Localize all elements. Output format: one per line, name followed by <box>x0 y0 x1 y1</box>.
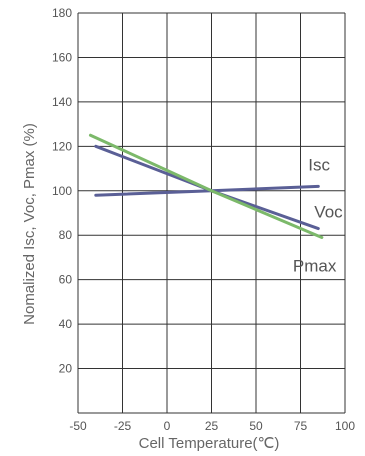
y-tick-label: 60 <box>59 273 73 287</box>
series-line-pmax <box>88 133 324 239</box>
x-tick-label: -25 <box>114 419 132 433</box>
y-tick-label: 180 <box>52 6 72 20</box>
series-lines <box>88 133 324 239</box>
series-label-pmax: Pmax <box>293 256 337 275</box>
y-tick-label: 20 <box>59 362 73 376</box>
x-tick-label: -50 <box>69 419 87 433</box>
y-axis-label: Nomalized Isc, Voc, Pmax (%) <box>21 123 38 325</box>
series-labels: Isc Voc Pmax <box>293 155 343 275</box>
x-tick-label: 75 <box>294 419 308 433</box>
y-tick-label: 120 <box>52 139 72 153</box>
y-tick-label: 40 <box>59 317 73 331</box>
y-tick-label: 100 <box>52 184 72 198</box>
y-tick-label: 160 <box>52 50 72 64</box>
x-tick-label: 100 <box>335 419 355 433</box>
x-tick-label: 0 <box>164 419 171 433</box>
grid <box>77 12 346 414</box>
y-tick-label: 80 <box>59 228 73 242</box>
x-axis-label: Cell Temperature(℃) <box>139 435 280 452</box>
x-tick-label: 25 <box>205 419 219 433</box>
tick-labels: -50 -25 0 25 50 75 100 20 40 60 80 100 120 140 160 180 <box>52 6 355 433</box>
series-label-voc: Voc <box>314 203 343 222</box>
series-label-isc: Isc <box>308 155 330 174</box>
x-tick-label: 50 <box>249 419 263 433</box>
y-tick-label: 140 <box>52 95 72 109</box>
